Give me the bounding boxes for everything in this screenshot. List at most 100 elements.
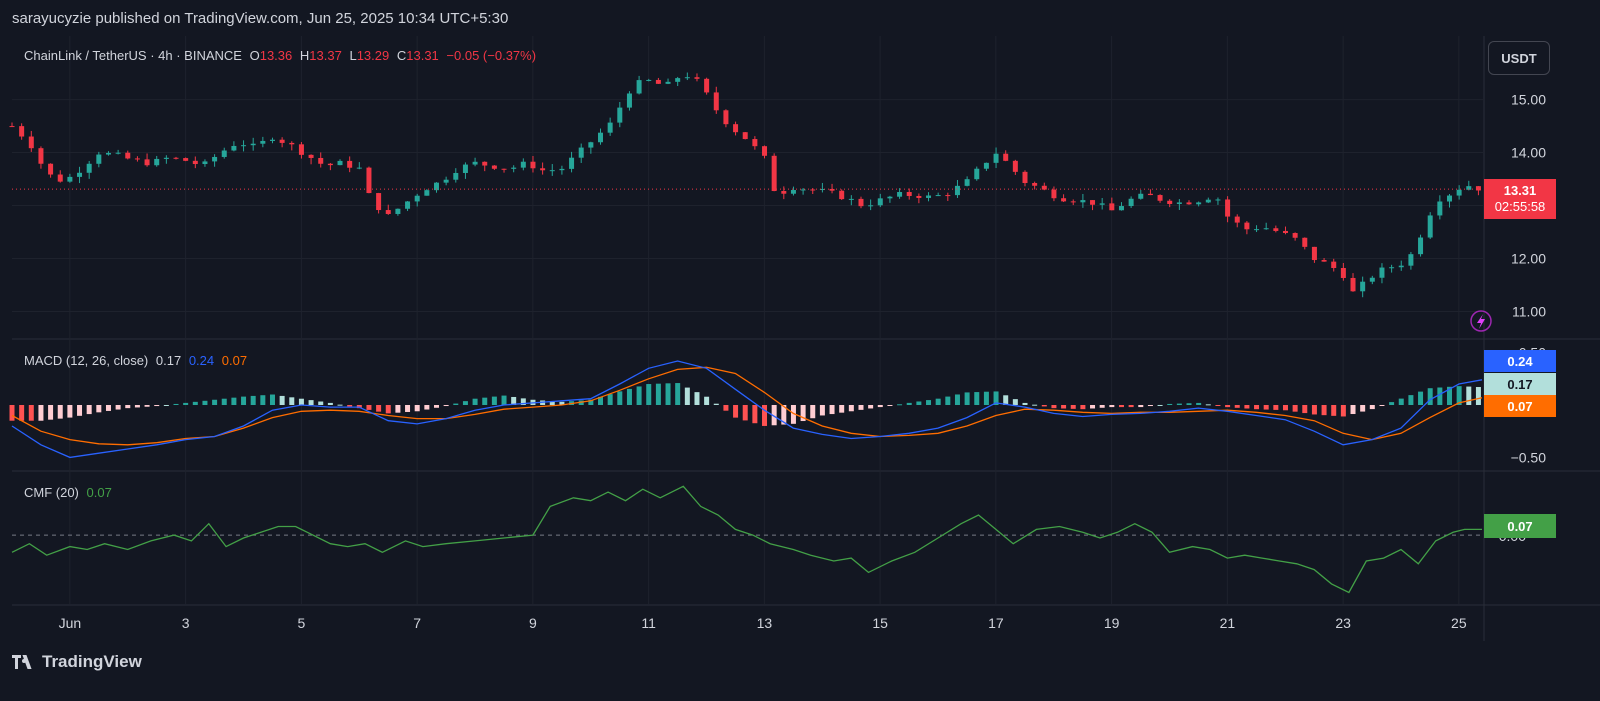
candle-body xyxy=(1003,153,1009,161)
macd-histogram-bar xyxy=(733,405,739,418)
candle-body xyxy=(1311,246,1317,261)
macd-histogram-bar xyxy=(1167,403,1173,405)
candle-body xyxy=(241,145,247,147)
candle-body xyxy=(19,126,25,137)
candle-body xyxy=(1302,237,1308,247)
chart-area[interactable]: Jun3579111315171921232515.0014.0013.0012… xyxy=(0,36,1600,641)
macd-histogram-bar xyxy=(86,405,92,415)
macd-histogram-bar xyxy=(173,403,179,405)
x-tick-label: Jun xyxy=(59,615,82,631)
macd-histogram-bar xyxy=(993,391,999,405)
macd-histogram-bar xyxy=(781,405,787,425)
macd-title: MACD (12, 26, close) xyxy=(24,353,149,368)
candle-body xyxy=(1437,201,1443,216)
macd-histogram-bar xyxy=(511,396,517,405)
candle-body xyxy=(1215,199,1221,201)
candle-body xyxy=(1128,198,1134,207)
high-label: H xyxy=(299,48,310,63)
macd-histogram-bar xyxy=(414,405,420,412)
candle-body xyxy=(28,136,34,149)
footer-brand[interactable]: TradingView xyxy=(12,652,142,672)
macd-signal-line xyxy=(11,366,1483,446)
macd-histogram-bar xyxy=(839,405,845,413)
currency-button[interactable]: USDT xyxy=(1488,41,1550,75)
candle-body xyxy=(1109,203,1115,211)
candle-body xyxy=(588,142,594,148)
candle-body xyxy=(974,168,980,180)
candle-body xyxy=(1176,202,1182,204)
macd-histogram-bar xyxy=(260,395,266,405)
macd-histogram-bar xyxy=(77,405,83,416)
macd-histogram-bar xyxy=(829,405,835,415)
candle-body xyxy=(289,142,295,145)
candle-body xyxy=(829,188,835,191)
candle-body xyxy=(1398,265,1404,268)
candle-body xyxy=(578,147,584,158)
macd-histogram-bar xyxy=(694,392,700,405)
macd-histogram-bar xyxy=(134,405,140,408)
macd-histogram-bar xyxy=(1427,388,1433,405)
candle-body xyxy=(115,152,121,154)
last-price-value: 13.31 xyxy=(1503,183,1537,198)
macd-histogram-bar xyxy=(771,405,777,426)
macd-histogram-bar xyxy=(1118,405,1124,408)
candle-body xyxy=(1090,200,1096,205)
candle-body xyxy=(694,77,700,79)
open-value: 13.36 xyxy=(259,48,293,63)
candle-body xyxy=(356,167,362,169)
candle-body xyxy=(1051,189,1057,199)
candle-body xyxy=(327,163,333,166)
macd-histogram-bar xyxy=(1340,405,1346,417)
candle-body xyxy=(67,176,73,182)
x-tick-label: 7 xyxy=(413,615,421,631)
change-value: −0.05 (−0.37%) xyxy=(446,48,537,63)
macd-histogram-bar xyxy=(1051,405,1057,409)
candle-body xyxy=(443,179,449,183)
candle-body xyxy=(298,144,304,155)
macd-histogram-bar xyxy=(675,383,681,405)
macd-histogram-bar xyxy=(1437,387,1443,405)
chart-svg[interactable]: Jun3579111315171921232515.0014.0013.0012… xyxy=(0,36,1600,641)
macd-line-value: 0.24 xyxy=(188,353,215,368)
candle-body xyxy=(250,143,256,146)
candle-body xyxy=(1186,202,1192,205)
macd-histogram-bar xyxy=(472,398,478,405)
macd-histogram-bar xyxy=(9,405,15,421)
candle-body xyxy=(221,150,227,157)
macd-histogram-bar xyxy=(723,405,729,411)
cmf-value-tag: 0.07 xyxy=(1484,514,1556,538)
candle-body xyxy=(482,161,488,166)
x-tick-label: 5 xyxy=(297,615,305,631)
x-tick-label: 23 xyxy=(1335,615,1351,631)
macd-hist-tag: 0.17 xyxy=(1484,373,1556,395)
candle-body xyxy=(839,190,845,200)
candle-body xyxy=(308,154,314,158)
macd-hist-value: 0.17 xyxy=(155,353,182,368)
macd-histogram-bar xyxy=(1128,405,1134,408)
macd-signal-value: 0.07 xyxy=(221,353,248,368)
macd-histogram-bar xyxy=(308,400,314,405)
candle-body xyxy=(636,80,642,94)
candle-body xyxy=(183,158,189,161)
candle-body xyxy=(1282,230,1288,234)
macd-histogram-bar xyxy=(212,399,218,405)
symbol-label: ChainLink / TetherUS · 4h · BINANCE xyxy=(24,48,242,63)
candle-body xyxy=(491,165,497,169)
macd-histogram-bar xyxy=(559,401,565,405)
macd-histogram-bar xyxy=(1273,405,1279,410)
candle-body xyxy=(1041,185,1047,190)
candle-body xyxy=(77,172,83,177)
candle-body xyxy=(945,195,951,197)
candle-body xyxy=(1408,254,1414,266)
macd-histogram-bar xyxy=(491,396,497,405)
candle-body xyxy=(1099,203,1105,205)
candle-body xyxy=(1263,228,1269,230)
candle-body xyxy=(781,191,787,194)
candle-body xyxy=(983,162,989,169)
macd-histogram-bar xyxy=(588,399,594,405)
macd-histogram-bar xyxy=(1225,405,1231,408)
published-caption: sarayucyzie published on TradingView.com… xyxy=(12,10,509,27)
macd-signal-tag: 0.07 xyxy=(1484,395,1556,417)
candle-body xyxy=(559,168,565,171)
last-price-tag: 13.31 02:55:58 xyxy=(1484,179,1556,219)
